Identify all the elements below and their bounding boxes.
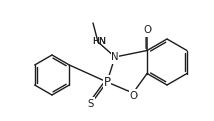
Text: O: O: [143, 25, 151, 35]
Text: N: N: [111, 52, 119, 62]
Text: P: P: [104, 76, 110, 88]
Text: N: N: [111, 52, 119, 62]
Text: HN: HN: [92, 38, 106, 46]
Text: O: O: [129, 91, 137, 101]
Text: O: O: [143, 25, 151, 35]
Text: S: S: [88, 99, 94, 109]
Text: HN: HN: [92, 38, 106, 46]
Text: S: S: [88, 99, 94, 109]
Text: O: O: [129, 91, 137, 101]
Text: P: P: [104, 76, 110, 88]
